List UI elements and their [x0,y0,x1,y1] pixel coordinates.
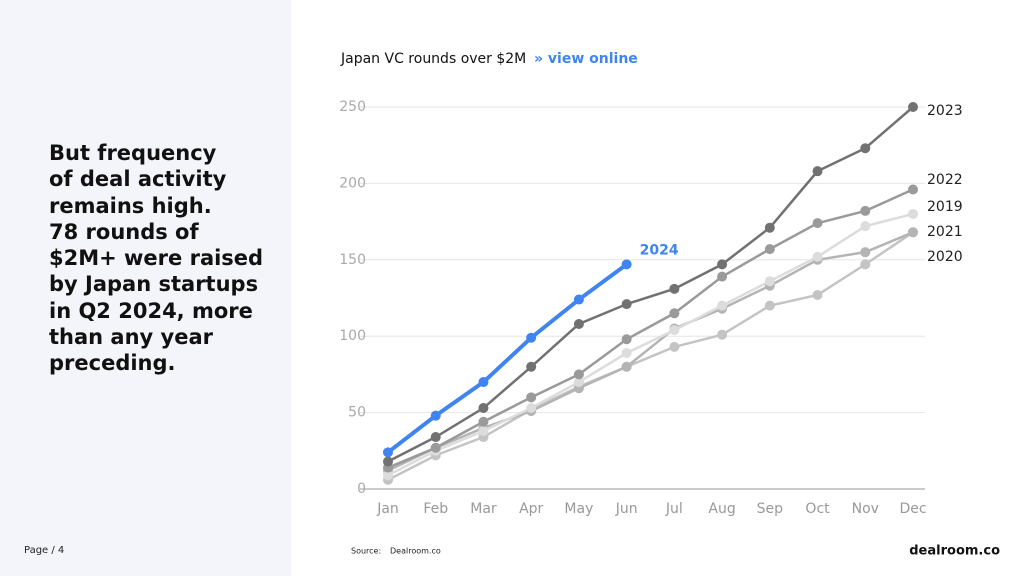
lead-line: remains high. [49,193,212,218]
data-point [621,299,632,310]
y-tick-label: 100 [339,328,366,344]
source: Dealroom.co [390,547,441,556]
x-tick-label: Jan [376,501,399,517]
series-label: 2023 [927,103,963,119]
data-point [621,334,632,345]
y-tick-label: 50 [348,405,366,421]
data-point [669,308,680,319]
series-line [387,188,914,469]
data-point [764,276,775,287]
x-tick-label: Sep [757,501,784,517]
data-point [669,283,680,294]
series-line [387,231,914,472]
x-tick-label: Oct [805,501,830,517]
data-point [764,222,775,233]
chart-title: Japan VC rounds over $2M [340,51,526,67]
data-point [764,300,775,311]
data-point [860,143,871,154]
series-label: 2022 [927,172,963,188]
data-point [812,251,823,262]
data-point [621,361,632,372]
series-label: 2024 [640,242,679,258]
data-point [573,377,584,388]
data-point [717,300,728,311]
source-label: Source: [351,547,381,556]
data-point [573,318,584,329]
y-tick-label: 250 [339,99,366,115]
data-point [860,247,871,258]
lead-text: But frequency of deal activity remains hig… [49,140,263,377]
series-line [387,212,914,477]
x-tick-label: Feb [423,501,448,517]
lead-line: 78 rounds of [49,219,199,244]
data-point [621,259,632,270]
data-point [812,218,823,229]
x-tick-label: Jun [615,501,638,517]
x-tick-label: Jul [665,501,683,517]
series-line [387,231,914,481]
data-point [573,294,584,305]
data-point [812,166,823,177]
data-point [478,403,489,414]
data-point [478,377,489,388]
data-point [478,425,489,436]
data-point [908,227,918,238]
data-point [383,470,393,481]
data-point [669,341,680,352]
data-point [383,456,393,467]
data-point [526,332,537,343]
data-point [908,184,918,195]
data-point [430,442,441,453]
page-number: Page / 4 [24,545,65,556]
series-label: 2020 [927,249,963,265]
data-point [526,392,537,403]
data-point [908,102,918,112]
x-tick-label: May [564,501,593,517]
x-tick-label: Dec [899,501,926,517]
data-point [812,289,823,300]
series-label: 2019 [927,199,963,215]
y-tick-label: 0 [357,481,366,497]
data-point [717,259,728,270]
lead-line: in Q2 2024, more [49,298,253,323]
data-point [430,410,441,421]
data-point [383,447,393,458]
data-point [669,325,680,336]
lead-line: than any year [49,325,214,350]
lead-line: of deal activity [49,167,227,192]
series-label: 2021 [927,224,963,240]
data-point [860,259,871,270]
data-point [908,208,918,219]
series-line [387,106,914,463]
data-point [717,329,728,340]
data-point [430,432,441,443]
x-tick-label: Aug [708,501,735,517]
data-point [478,416,489,427]
data-point [764,244,775,255]
series-line [386,262,628,454]
data-point [573,369,584,380]
lead-line: preceding. [49,351,176,376]
data-point [526,403,537,414]
y-tick-label: 200 [339,175,366,191]
lead-line: by Japan startups [49,272,259,297]
view-online-link[interactable]: » view online [534,51,638,67]
x-tick-label: Apr [519,501,543,517]
data-point [621,348,632,359]
side-panel: But frequency of deal activity remains hig… [0,0,291,576]
lead-line: But frequency [49,141,217,165]
data-point [860,205,871,216]
y-tick-label: 150 [339,252,366,268]
x-tick-label: Nov [852,501,879,517]
data-point [860,221,871,232]
lead-line: $2M+ were raised [49,246,264,271]
x-tick-label: Mar [470,501,497,517]
logo: dealroom.co [909,544,1000,559]
data-point [526,361,537,372]
data-point [717,271,728,282]
